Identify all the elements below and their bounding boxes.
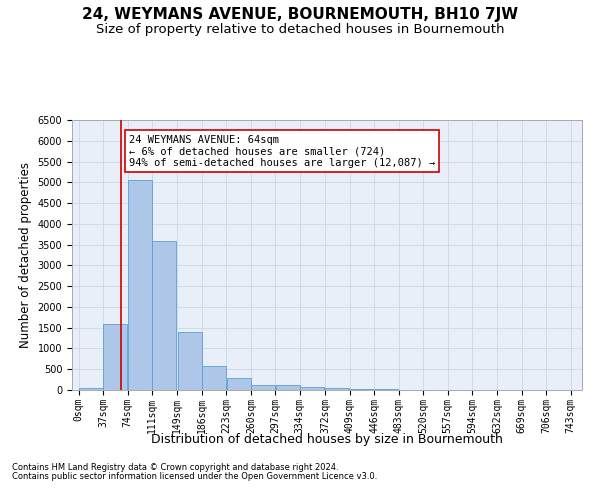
Bar <box>374 389 398 390</box>
Text: 24 WEYMANS AVENUE: 64sqm
← 6% of detached houses are smaller (724)
94% of semi-d: 24 WEYMANS AVENUE: 64sqm ← 6% of detache… <box>129 134 435 168</box>
Bar <box>202 366 226 390</box>
Text: Contains public sector information licensed under the Open Government Licence v3: Contains public sector information licen… <box>12 472 377 481</box>
Bar <box>152 242 176 390</box>
Bar <box>350 389 374 390</box>
Text: 24, WEYMANS AVENUE, BOURNEMOUTH, BH10 7JW: 24, WEYMANS AVENUE, BOURNEMOUTH, BH10 7J… <box>82 8 518 22</box>
Bar <box>79 388 103 390</box>
Bar <box>251 384 275 390</box>
Bar <box>325 388 349 390</box>
Bar <box>300 386 324 390</box>
Text: Distribution of detached houses by size in Bournemouth: Distribution of detached houses by size … <box>151 432 503 446</box>
Text: Size of property relative to detached houses in Bournemouth: Size of property relative to detached ho… <box>96 22 504 36</box>
Y-axis label: Number of detached properties: Number of detached properties <box>19 162 32 348</box>
Bar <box>275 386 299 390</box>
Bar <box>178 332 202 390</box>
Bar <box>103 324 127 390</box>
Bar <box>227 378 251 390</box>
Text: Contains HM Land Registry data © Crown copyright and database right 2024.: Contains HM Land Registry data © Crown c… <box>12 464 338 472</box>
Bar <box>128 180 152 390</box>
